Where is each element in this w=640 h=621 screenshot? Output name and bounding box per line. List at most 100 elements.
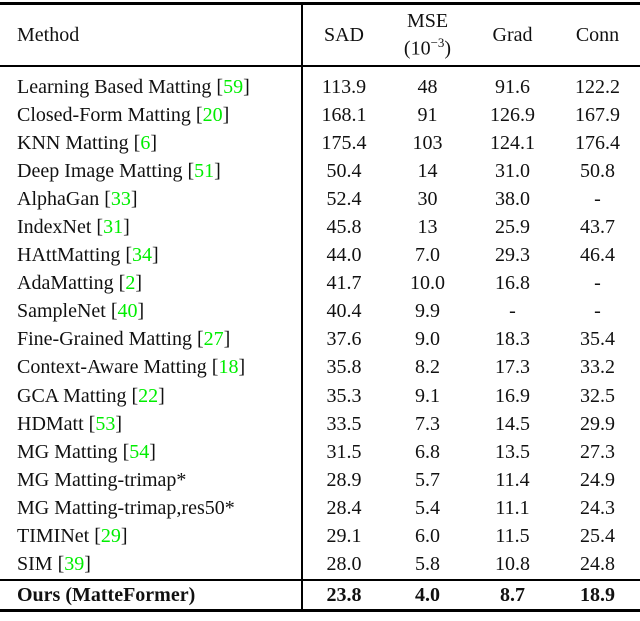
mse-cell: 14 <box>417 159 438 182</box>
sad-cell: 29.1 <box>326 525 362 548</box>
conn-cell: 46.4 <box>580 244 615 267</box>
method-name: MG Matting-trimap,res50* <box>17 496 235 519</box>
method-cell: Fine-Grained Matting [27] <box>17 328 231 351</box>
method-cell: SIM [39] <box>17 553 91 576</box>
conn-cell: 27.3 <box>580 440 615 463</box>
citation-link[interactable]: 39 <box>64 553 85 576</box>
method-cell: MG Matting [54] <box>17 440 156 463</box>
grad-cell: 29.3 <box>495 244 530 267</box>
method-cell: HDMatt [53] <box>17 412 123 435</box>
citation-link[interactable]: 33 <box>110 187 131 210</box>
table-header: Method SAD MSE (10−3) Grad Conn <box>0 5 640 65</box>
conn-cell: 35.4 <box>580 328 615 351</box>
citation-link[interactable]: 18 <box>218 356 239 379</box>
sad-cell: 50.4 <box>326 159 362 182</box>
table-row: Context-Aware Matting [18] 35.8 8.2 17.3 33.… <box>0 354 640 382</box>
sad-cell: 40.4 <box>326 300 362 323</box>
conn-cell: 43.7 <box>580 216 615 239</box>
grad-cell: 124.1 <box>490 131 535 154</box>
citation-link[interactable]: 6 <box>140 131 151 154</box>
sad-cell: 44.0 <box>326 244 362 267</box>
column-header-sad: SAD <box>323 23 364 46</box>
grad-cell: 38.0 <box>495 187 530 210</box>
mse-cell: 5.8 <box>415 553 440 576</box>
bottom-rule <box>0 609 640 612</box>
ours-separator-rule <box>0 579 640 581</box>
method-cell: IndexNet [31] <box>17 216 130 239</box>
method-name: Learning Based Matting <box>17 75 212 98</box>
grad-cell: 16.8 <box>495 272 530 295</box>
table-row: HDMatt [53] 33.5 7.3 14.5 29.9 <box>0 410 640 438</box>
column-header-method: Method <box>17 23 80 46</box>
table-row: HAttMatting [34] 44.0 7.0 29.3 46.4 <box>0 242 640 270</box>
sad-cell: 28.9 <box>326 468 362 491</box>
top-rule <box>0 2 640 5</box>
ours-grad-cell: 8.7 <box>500 583 525 606</box>
mse-cell: 7.3 <box>415 412 440 435</box>
citation-link[interactable]: 53 <box>95 412 116 435</box>
mse-cell: 9.9 <box>415 300 440 323</box>
table-row: GCA Matting [22] 35.3 9.1 16.9 32.5 <box>0 382 640 410</box>
grad-cell: 11.1 <box>495 496 530 519</box>
mse-cell: 8.2 <box>415 356 440 379</box>
method-cell: Learning Based Matting [59] <box>17 75 250 98</box>
citation-link[interactable]: 22 <box>138 384 159 407</box>
grad-cell: 18.3 <box>495 328 530 351</box>
grad-cell: - <box>509 300 516 323</box>
conn-cell: - <box>594 272 601 295</box>
method-cell: SampleNet [40] <box>17 300 145 323</box>
mse-unit: (10−3) <box>403 35 452 60</box>
ours-row: Ours (MatteFormer) 23.8 4.0 8.7 18.9 <box>0 581 640 609</box>
method-cell: AlphaGan [33] <box>17 187 138 210</box>
mse-cell: 7.0 <box>415 244 440 267</box>
citation-link[interactable]: 27 <box>203 328 224 351</box>
sad-cell: 37.6 <box>326 328 362 351</box>
mse-cell: 91 <box>417 103 438 126</box>
method-cell: GCA Matting [22] <box>17 384 165 407</box>
citation-link[interactable]: 29 <box>100 525 121 548</box>
method-cell: TIMINet [29] <box>17 525 128 548</box>
grad-cell: 16.9 <box>495 384 530 407</box>
grad-cell: 25.9 <box>495 216 530 239</box>
ours-sad-cell: 23.8 <box>326 583 362 606</box>
method-cell: Closed-Form Matting [20] <box>17 103 230 126</box>
method-name: HAttMatting <box>17 244 121 267</box>
mse-cell: 48 <box>417 75 438 98</box>
sad-cell: 35.8 <box>326 356 362 379</box>
sad-cell: 33.5 <box>326 412 362 435</box>
citation-link[interactable]: 2 <box>125 272 136 295</box>
citation-link[interactable]: 20 <box>202 103 223 126</box>
sad-cell: 41.7 <box>326 272 362 295</box>
method-name: MG Matting <box>17 440 118 463</box>
method-cell: HAttMatting [34] <box>17 244 159 267</box>
conn-cell: 25.4 <box>580 525 615 548</box>
table-row: KNN Matting [6] 175.4 103 124.1 176.4 <box>0 129 640 157</box>
citation-link[interactable]: 40 <box>117 300 138 323</box>
conn-cell: 33.2 <box>580 356 615 379</box>
conn-cell: 32.5 <box>580 384 615 407</box>
conn-cell: 29.9 <box>580 412 615 435</box>
grad-cell: 14.5 <box>495 412 530 435</box>
table-row: Closed-Form Matting [20] 168.1 91 126.9 167.… <box>0 101 640 129</box>
method-name: IndexNet <box>17 216 92 239</box>
citation-link[interactable]: 59 <box>223 75 244 98</box>
method-name: HDMatt <box>17 412 84 435</box>
citation-link[interactable]: 51 <box>194 159 215 182</box>
sad-cell: 113.9 <box>321 75 367 98</box>
conn-cell: - <box>594 300 601 323</box>
citation-link[interactable]: 31 <box>103 216 124 239</box>
table-row: IndexNet [31] 45.8 13 25.9 43.7 <box>0 213 640 241</box>
ours-conn-cell: 18.9 <box>580 583 615 606</box>
method-name: Context-Aware Matting <box>17 356 207 379</box>
method-cell: KNN Matting [6] <box>17 131 158 154</box>
mse-cell: 5.4 <box>415 496 440 519</box>
table-row: MG Matting-trimap,res50* 28.4 5.4 11.1 24.3 <box>0 494 640 522</box>
method-name: SIM <box>17 553 53 576</box>
citation-link[interactable]: 34 <box>132 244 153 267</box>
column-divider <box>301 5 303 609</box>
grad-cell: 91.6 <box>495 75 530 98</box>
citation-link[interactable]: 54 <box>129 440 150 463</box>
sad-cell: 31.5 <box>326 440 362 463</box>
ours-mse-cell: 4.0 <box>415 583 440 606</box>
method-name: MG Matting-trimap* <box>17 468 187 491</box>
